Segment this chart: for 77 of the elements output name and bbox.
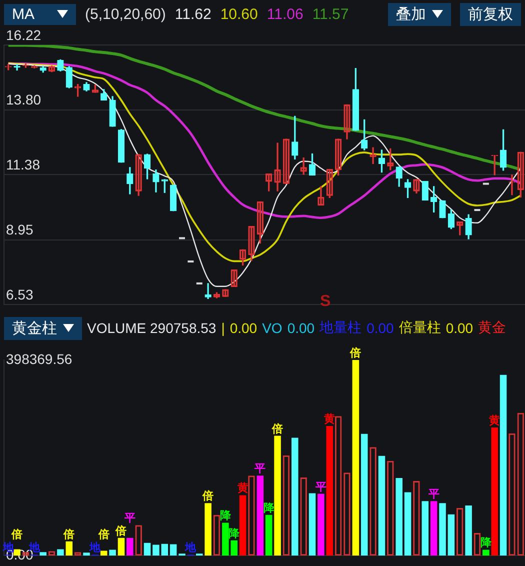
text: VOLUME 290758.53 <box>87 320 216 336</box>
data-label: 倍 <box>271 422 284 436</box>
data-label: 地 <box>88 541 102 554</box>
text: 黄金 <box>478 319 506 337</box>
text: 0.00 <box>287 320 315 336</box>
bar <box>352 360 360 556</box>
bar <box>430 501 438 556</box>
text: 倍量柱 <box>398 319 441 337</box>
data-label: 黄 <box>323 412 336 426</box>
bar <box>161 544 168 556</box>
bar <box>109 550 116 556</box>
data-label: 倍 <box>97 528 110 542</box>
data-label: 倍 <box>10 528 23 542</box>
bar <box>170 544 177 556</box>
bar <box>500 374 507 556</box>
bar <box>100 550 108 556</box>
data-label: 平 <box>123 512 136 524</box>
data-label: 平 <box>254 463 266 476</box>
text: 地量柱 <box>320 319 362 337</box>
bar <box>326 426 334 556</box>
bar <box>439 503 446 556</box>
bar <box>118 538 125 556</box>
text: 前复权 <box>468 4 513 24</box>
y-tick-label: 8.95 <box>6 222 34 238</box>
bar <box>422 501 429 556</box>
bar <box>308 493 316 556</box>
bar <box>40 552 46 556</box>
bar <box>491 427 498 556</box>
data-label: 倍 <box>349 346 362 360</box>
y-tick-label: 11.38 <box>6 156 40 173</box>
bar <box>126 538 134 556</box>
chart-title: 黄金柱 <box>12 318 57 338</box>
y-tick-label: 16.22 <box>6 26 42 43</box>
data-label: 倍 <box>202 490 214 503</box>
text: 叠加 <box>396 4 426 24</box>
bar <box>57 549 64 556</box>
bar <box>396 478 402 556</box>
data-label: 黄 <box>236 482 248 495</box>
data-label: 倍 <box>114 524 127 538</box>
bar <box>66 541 73 556</box>
data-label: 黄 <box>488 414 500 427</box>
text: 11.62 <box>174 6 212 22</box>
bar <box>83 552 90 556</box>
bar <box>274 436 281 556</box>
text: 0.00 <box>446 320 474 336</box>
data-label: 倍 <box>62 528 75 541</box>
data-label: 地 <box>184 541 198 554</box>
chart-title: MA <box>12 6 34 22</box>
bar <box>239 495 246 556</box>
text: VO <box>262 320 282 336</box>
bar <box>318 494 324 556</box>
chart-subtitle: (5,10,20,60) <box>85 6 166 22</box>
data-label: 降 <box>220 509 232 522</box>
data-label: 平 <box>314 481 326 494</box>
y-tick-label: 6.53 <box>6 286 34 302</box>
bar <box>378 456 386 556</box>
text: 10.60 <box>220 6 258 22</box>
bar <box>265 514 272 556</box>
annotation: S <box>320 293 331 311</box>
bar <box>292 438 298 556</box>
bar <box>404 492 412 556</box>
y-tick-label: 398369.56 <box>6 350 72 367</box>
y-tick-label: 13.80 <box>6 92 42 108</box>
bar <box>204 503 212 556</box>
bar <box>360 434 368 556</box>
text: 0.00 <box>366 320 394 336</box>
data-label: 平 <box>427 488 440 501</box>
bar <box>482 550 490 556</box>
text: | <box>221 320 225 336</box>
text: 11.06 <box>266 6 304 22</box>
text: 0.00 <box>230 320 258 336</box>
bar <box>448 514 455 556</box>
bar <box>152 544 160 556</box>
text: 11.57 <box>312 6 349 22</box>
bar <box>144 542 151 556</box>
bar <box>465 506 472 556</box>
bar <box>256 476 264 556</box>
